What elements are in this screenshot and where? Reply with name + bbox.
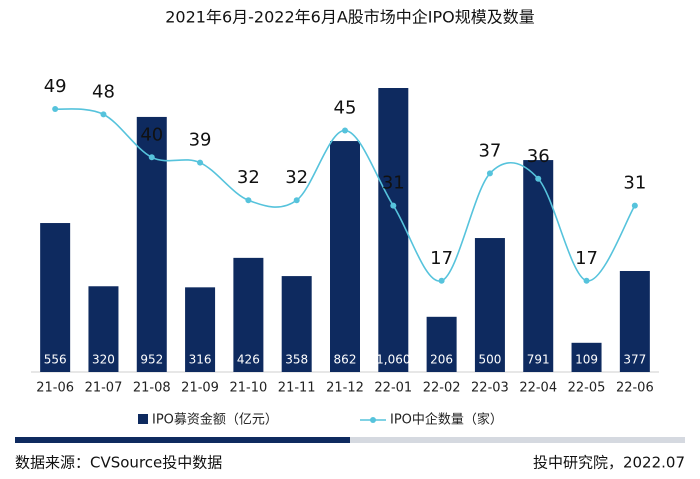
x-tick-label: 21-11 [278,381,316,396]
line-point [100,111,107,118]
line-value-label: 31 [623,173,646,194]
legend-label: IPO募资金额（亿元） [152,412,278,428]
footer-bar [15,437,350,443]
credit: 投中研究院，2022.07 [533,454,685,472]
chart-title: 2021年6月-2022年6月A股市场中企IPO规模及数量 [165,8,534,27]
line-point [148,154,155,161]
bar [474,238,505,372]
bar [619,270,650,372]
line-value-label: 32 [237,167,260,188]
bar [233,257,264,372]
line-point [245,197,252,204]
x-tick-label: 22-04 [519,381,557,396]
bar-value-label: 556 [44,353,67,367]
line-point [293,197,300,204]
line-point [583,277,590,284]
legend-swatch [138,414,148,424]
x-tick-label: 22-05 [568,381,606,396]
line-value-label: 17 [575,248,598,269]
line-point [342,127,348,134]
x-tick-label: 21-12 [326,381,364,396]
line-value-label: 49 [44,76,67,97]
line-value-label: 48 [92,81,115,102]
x-tick-label: 21-06 [36,381,74,396]
bar-value-label: 1,060 [376,353,410,367]
bar [378,88,409,372]
bar [281,276,312,372]
legend-marker [370,417,376,423]
bar-value-label: 316 [189,353,212,367]
footer-bar [350,437,685,443]
bar [40,223,71,372]
bar-value-label: 358 [285,353,308,367]
bar-value-label: 791 [527,353,550,367]
bar-value-label: 952 [140,353,163,367]
x-tick-label: 22-02 [423,381,461,396]
bar [330,141,360,372]
bar [571,342,602,372]
x-tick-label: 21-10 [229,381,267,396]
bar [185,287,216,372]
bar-value-label: 109 [575,353,598,367]
line-value-label: 40 [140,124,163,145]
line-point [535,175,542,182]
line-point [486,170,493,177]
line-point [52,106,59,112]
bar [88,286,119,372]
x-tick-label: 21-08 [133,381,171,396]
line-value-label: 31 [382,173,405,194]
line-value-label: 37 [478,140,501,161]
bar-value-label: 426 [237,353,260,367]
x-tick-label: 22-01 [374,381,412,396]
line [55,108,636,282]
line-value-label: 17 [430,248,453,269]
line-value-label: 45 [334,97,357,118]
source: 数据来源：CVSource投中数据 [15,454,222,472]
line-value-label: 36 [527,146,550,167]
line-point [197,159,204,166]
bar-value-label: 206 [430,353,453,367]
bar-value-label: 320 [92,353,115,367]
bar [426,316,457,372]
bar-value-label: 500 [478,353,501,367]
line-point [390,202,397,209]
legend-label: IPO中企数量（家） [390,412,503,428]
bar-value-label: 377 [623,353,646,367]
line-point [438,277,445,284]
line-value-label: 32 [285,167,308,188]
bar [523,160,554,372]
bar-value-label: 862 [334,353,357,367]
x-tick-label: 22-03 [471,381,509,396]
x-tick-label: 21-07 [85,381,123,396]
line-point [631,202,638,209]
x-tick-label: 21-09 [181,381,219,396]
x-tick-label: 22-06 [616,381,654,396]
line-value-label: 39 [189,130,212,151]
